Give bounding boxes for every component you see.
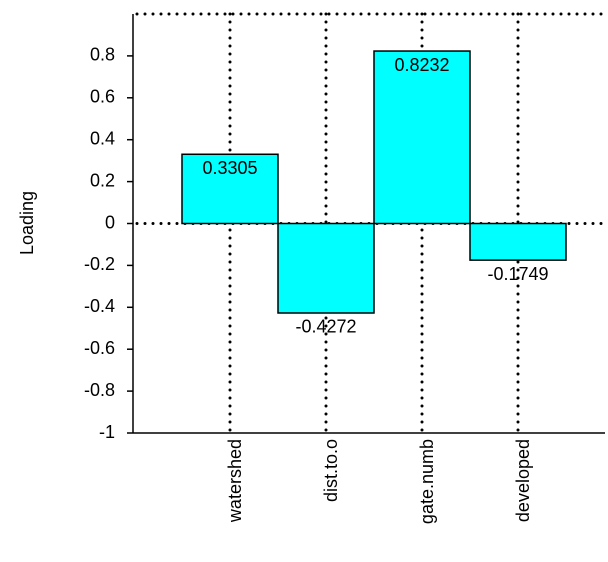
y-axis-label: Loading: [17, 191, 37, 255]
value-label: 0.8232: [394, 55, 449, 75]
value-label: 0.3305: [202, 158, 257, 178]
y-tick-label: -0.6: [84, 338, 115, 358]
x-tick-label: watershed: [225, 439, 245, 523]
y-tick-label: -1: [99, 422, 115, 442]
bar: [373, 50, 471, 225]
y-tick-label: 0.8: [90, 45, 115, 65]
y-tick-label: 0.6: [90, 87, 115, 107]
y-tick-label: -0.8: [84, 380, 115, 400]
y-tick-label: 0.2: [90, 170, 115, 190]
bar: [469, 222, 567, 261]
y-tick-label: -0.4: [84, 296, 115, 316]
y-tick-label: 0.4: [90, 128, 115, 148]
value-label: -0.4272: [295, 317, 356, 337]
value-label: -0.1749: [487, 264, 548, 284]
x-tick-label: gate.numb: [417, 439, 437, 524]
x-tick-label: dist.to.o: [321, 439, 341, 502]
y-tick-label: 0: [105, 212, 115, 232]
bar: [181, 153, 279, 225]
bar: [277, 222, 375, 314]
y-tick-label: -0.2: [84, 254, 115, 274]
x-tick-label: developed: [513, 439, 533, 522]
